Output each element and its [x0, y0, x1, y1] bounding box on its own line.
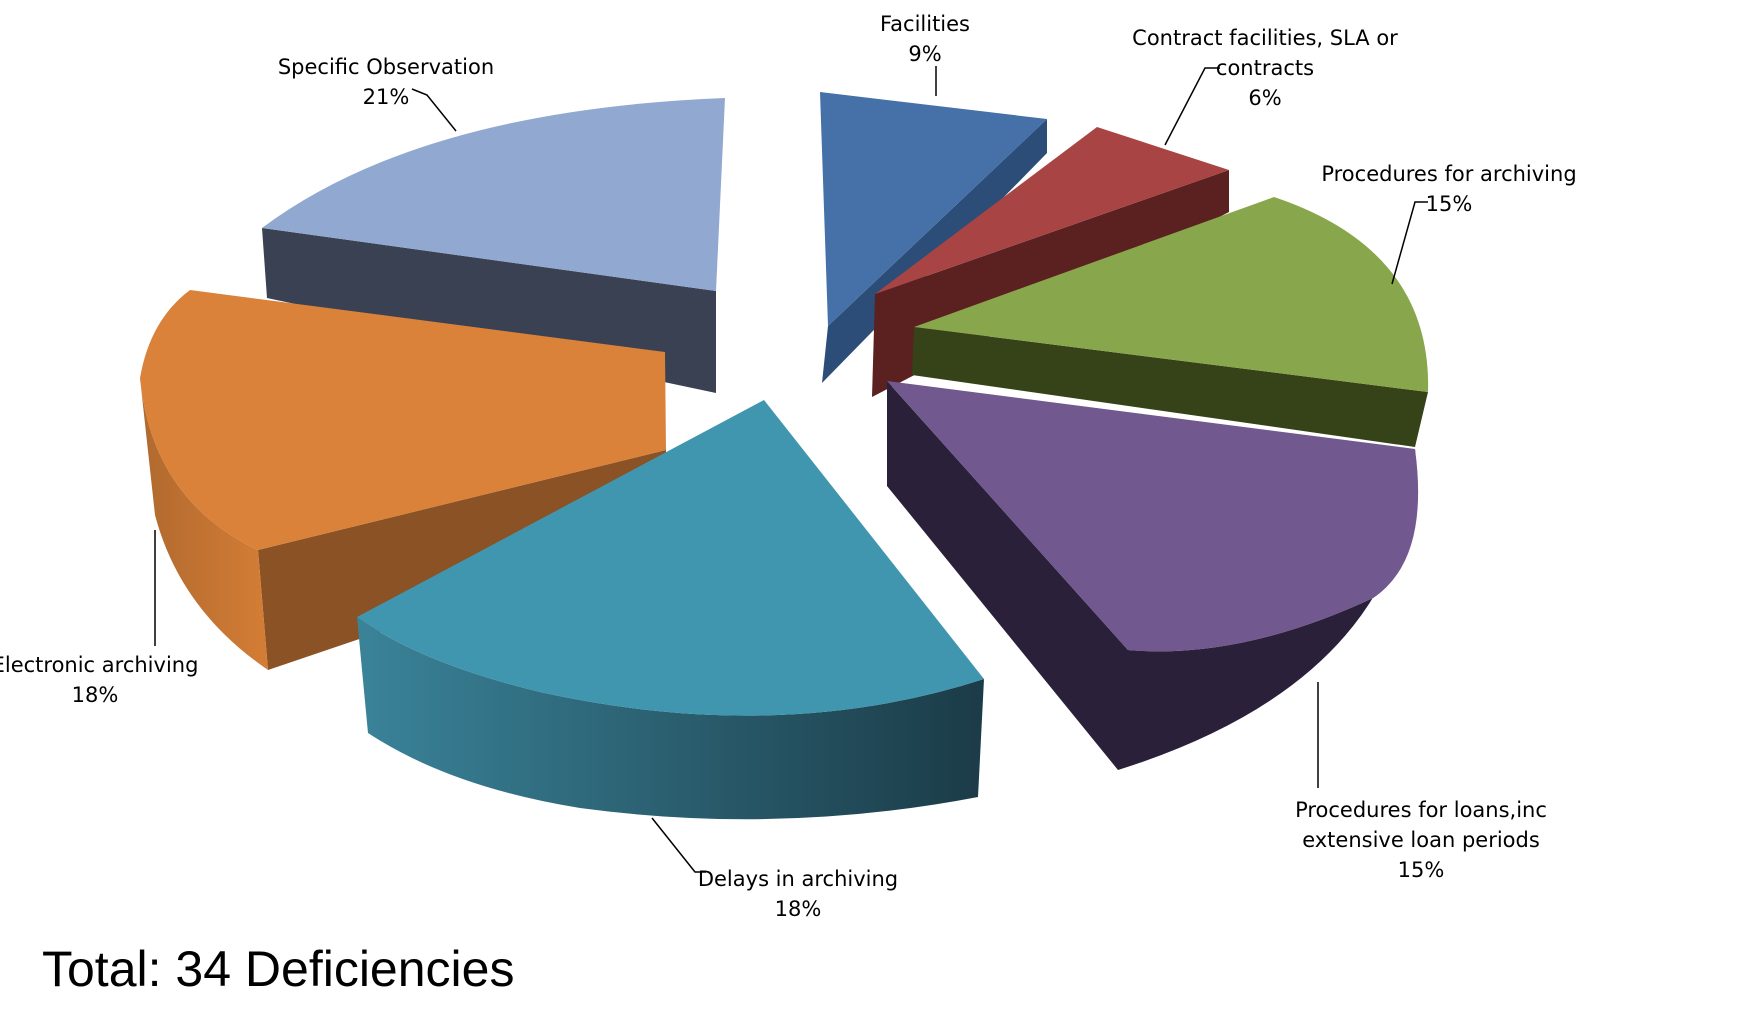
pie-slice-procedures-for-archiving — [912, 197, 1429, 447]
pie-slice-top-facilities — [820, 92, 1047, 326]
category-label-electronic-archiving: Electronic archiving — [0, 653, 198, 677]
value-label-delays-in-archiving: 18% — [775, 897, 822, 921]
pie-slice-procedures-for-loans-inc-extensive-loan-periods — [887, 381, 1419, 770]
pie-slice-top-procedures-for-loans-inc-extensive-loan-periods — [887, 381, 1419, 652]
category-label-delays-in-archiving: Delays in archiving — [698, 867, 898, 891]
pie-slice-top-delays-in-archiving — [357, 400, 984, 716]
value-label-facilities: 9% — [908, 42, 941, 66]
category-label-contract-facilities-sla-or-contracts: Contract facilities, SLA or — [1132, 26, 1398, 50]
value-label-electronic-archiving: 18% — [72, 683, 119, 707]
pie-slice-top-procedures-for-archiving — [914, 197, 1429, 392]
category-label-procedures-for-archiving: Procedures for archiving — [1321, 162, 1576, 186]
category-label-procedures-for-loans-inc-extensive-loan-periods: Procedures for loans,inc — [1295, 798, 1547, 822]
total-deficiencies-note: Total: 34 Deficiencies — [42, 941, 515, 997]
value-label-procedures-for-archiving: 15% — [1426, 192, 1473, 216]
data-label-contract-facilities-sla-or-contracts: Contract facilities, SLA or contracts 6% — [1132, 26, 1398, 146]
pie-slice-side-electronic-archiving — [258, 450, 666, 670]
value-label-contract-facilities-sla-or-contracts: 6% — [1248, 86, 1281, 110]
leader-line-specific-observation — [411, 88, 457, 132]
data-label-electronic-archiving: Electronic archiving 18% — [0, 530, 198, 707]
pie-labels: Facilities 9% Contract facilities, SLA or c… — [0, 12, 1577, 921]
data-label-procedures-for-loans-inc-extensive-loan-periods: Procedures for loans,inc extensive loan p… — [1295, 682, 1547, 882]
data-label-procedures-for-archiving: Procedures for archiving 15% — [1321, 162, 1577, 285]
category-label-facilities: Facilities — [880, 12, 970, 36]
pie-slice-top-electronic-archiving — [140, 290, 666, 550]
data-label-facilities: Facilities 9% — [880, 12, 970, 96]
value-label-procedures-for-loans-inc-extensive-loan-periods: 15% — [1398, 858, 1445, 882]
leader-line-contract-facilities-sla-or-contracts — [1164, 67, 1220, 146]
category-label-procedures-for-loans-inc-extensive-loan-periods: extensive loan periods — [1302, 828, 1540, 852]
category-label-specific-observation: Specific Observation — [278, 55, 494, 79]
pie-slice-top-specific-observation — [262, 98, 725, 291]
data-label-specific-observation: Specific Observation 21% — [278, 55, 494, 132]
pie-slices — [140, 92, 1429, 820]
data-label-delays-in-archiving: Delays in archiving 18% — [651, 817, 898, 921]
leader-line-delays-in-archiving — [651, 817, 706, 873]
pie-slice-side-procedures-for-archiving — [912, 327, 1428, 447]
pie-slice-side-delays-in-archiving — [357, 617, 984, 820]
pie-slice-electronic-archiving — [140, 290, 666, 670]
category-label-contract-facilities-sla-or-contracts: contracts — [1216, 56, 1314, 80]
pie-slice-rim-electronic-archiving — [140, 378, 268, 670]
value-label-specific-observation: 21% — [363, 85, 410, 109]
pie-slice-delays-in-archiving — [357, 400, 984, 820]
leader-line-procedures-for-archiving — [1391, 201, 1428, 285]
pie-slice-top-contract-facilities-sla-or-contracts — [875, 127, 1229, 294]
pie-slice-side-procedures-for-loans-inc-extensive-loan-periods — [887, 381, 1417, 770]
